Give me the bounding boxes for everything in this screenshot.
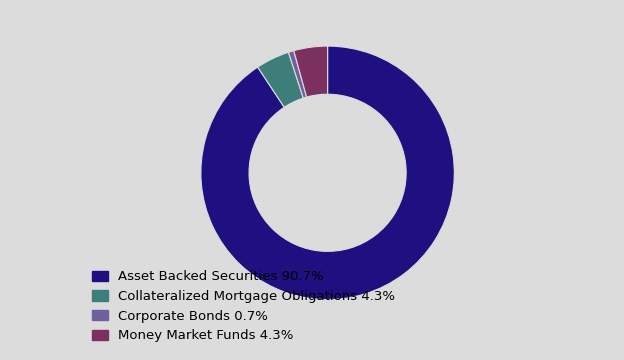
Wedge shape <box>258 52 303 107</box>
Legend: Asset Backed Securities 90.7%, Collateralized Mortgage Obligations 4.3%, Corpora: Asset Backed Securities 90.7%, Collatera… <box>88 266 399 346</box>
Wedge shape <box>201 46 454 300</box>
Wedge shape <box>288 51 306 98</box>
Wedge shape <box>294 46 328 97</box>
